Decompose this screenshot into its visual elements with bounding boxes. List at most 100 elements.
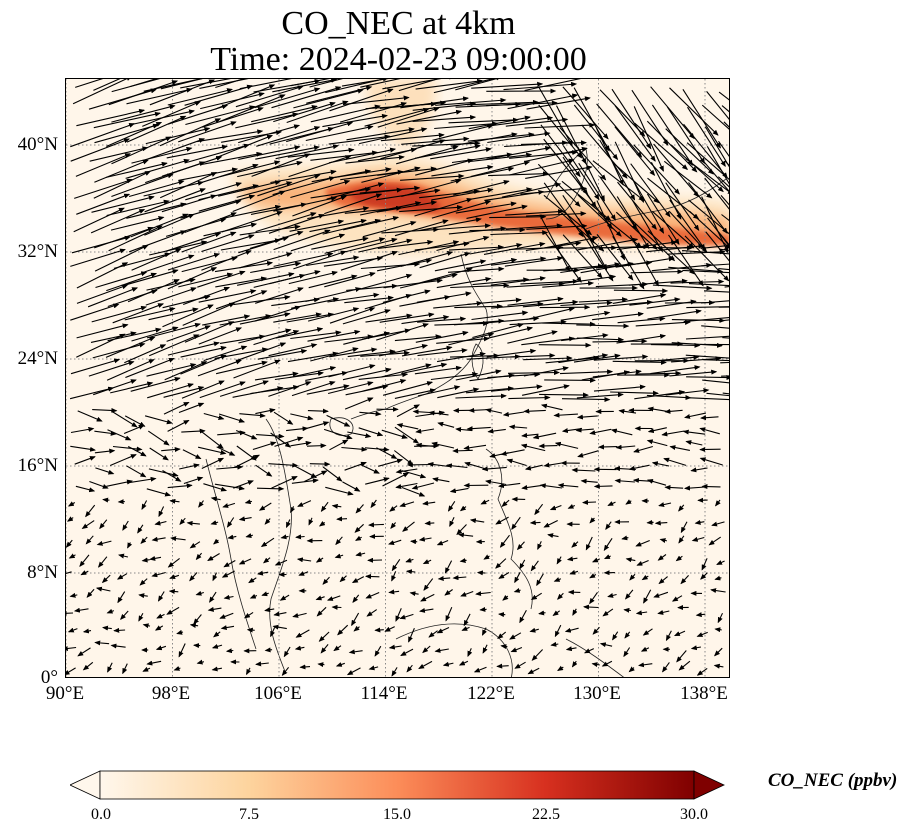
wind-arrow (346, 667, 361, 676)
wind-arrow (340, 250, 399, 271)
wind-arrow (529, 627, 539, 633)
wind-arrow (306, 85, 373, 104)
wind-arrow (261, 591, 269, 597)
wind-arrow (305, 287, 362, 303)
wind-arrow (412, 409, 431, 415)
wind-arrow (329, 307, 376, 324)
wind-arrow (714, 499, 721, 507)
wind-arrow (651, 210, 695, 249)
wind-arrow (197, 129, 264, 143)
wind-arrow (615, 211, 658, 250)
wind-arrow (536, 573, 544, 587)
wind-arrow (414, 144, 481, 159)
wind-arrow (238, 558, 252, 565)
wind-arrow (691, 536, 705, 542)
wind-arrow (391, 571, 397, 582)
wind-arrow (676, 650, 687, 663)
wind-arrow (450, 166, 515, 182)
wind-arrow (290, 506, 296, 514)
wind-arrow (79, 554, 90, 567)
wind-arrow (485, 408, 503, 414)
wind-arrow (324, 334, 374, 343)
wind-arrow (255, 661, 269, 667)
wind-arrow (365, 477, 390, 485)
wind-arrow (557, 665, 564, 672)
wind-arrow (268, 343, 318, 357)
wind-arrow (179, 463, 200, 470)
wind-arrow (183, 476, 204, 485)
wind-arrow (311, 236, 369, 250)
wind-arrow (377, 107, 440, 128)
wind-arrow (720, 361, 729, 364)
wind-arrow (433, 79, 503, 94)
wind-arrow (76, 284, 129, 304)
wind-arrow (236, 272, 295, 286)
wind-arrow (408, 627, 415, 643)
wind-arrow (500, 644, 508, 650)
wind-arrow (76, 333, 126, 358)
wind-arrow (711, 521, 725, 527)
wind-arrow (376, 447, 398, 459)
wind-arrow (182, 449, 202, 460)
wind-arrow (380, 132, 445, 142)
wind-arrow (288, 155, 352, 178)
wind-arrow (82, 661, 94, 671)
wind-arrow (631, 199, 663, 253)
wind-arrow (92, 407, 118, 413)
wind-arrow (507, 296, 564, 306)
wind-arrow (700, 157, 729, 192)
wind-arrow (94, 430, 117, 436)
wind-arrow (344, 461, 367, 471)
wind-arrow (557, 274, 617, 285)
wind-arrow (74, 178, 133, 199)
wind-arrow (145, 287, 197, 306)
wind-arrow (329, 88, 394, 112)
wind-arrow (368, 665, 379, 671)
wind-arrow (322, 113, 388, 128)
wind-arrow (695, 612, 706, 618)
wind-arrow (210, 520, 219, 526)
wind-arrow (640, 646, 650, 652)
wind-arrow (453, 179, 510, 196)
wind-arrow (184, 212, 237, 234)
wind-arrow (70, 426, 95, 434)
wind-arrow (607, 592, 617, 598)
wind-arrow (506, 458, 527, 467)
wind-arrow (398, 79, 440, 92)
wind-arrow (246, 627, 255, 633)
wind-arrow (158, 506, 165, 518)
wind-arrow (562, 86, 609, 140)
wind-arrow (91, 305, 148, 323)
wind-arrow (547, 533, 559, 539)
wind-arrow (307, 408, 329, 414)
wind-arrow (623, 607, 631, 613)
wind-arrow (170, 536, 186, 542)
wind-arrow (448, 244, 505, 251)
wind-arrow (591, 662, 600, 668)
wind-arrow (320, 644, 329, 654)
wind-arrow (75, 79, 104, 88)
wind-arrow (251, 153, 311, 177)
wind-arrow (578, 297, 629, 303)
wind-arrow (120, 610, 129, 621)
wind-arrow (364, 107, 430, 127)
wind-arrow (347, 431, 372, 439)
wind-arrow (390, 522, 397, 529)
wind-arrow (272, 79, 338, 93)
wind-arrow (306, 384, 350, 395)
wind-arrow (142, 666, 151, 672)
wind-arrow (211, 643, 223, 649)
wind-arrow (476, 570, 486, 576)
wind-arrow (144, 254, 195, 273)
wind-arrow (401, 362, 448, 375)
wind-arrow (366, 609, 378, 617)
wind-arrow (526, 96, 591, 110)
wind-arrow (331, 503, 342, 509)
wind-arrow (347, 349, 396, 358)
wind-arrow (646, 478, 667, 486)
wind-arrow (358, 127, 428, 145)
wind-arrow (444, 589, 453, 596)
wind-arrow (658, 576, 668, 585)
wind-arrow (583, 604, 599, 610)
wind-arrow (498, 572, 510, 579)
